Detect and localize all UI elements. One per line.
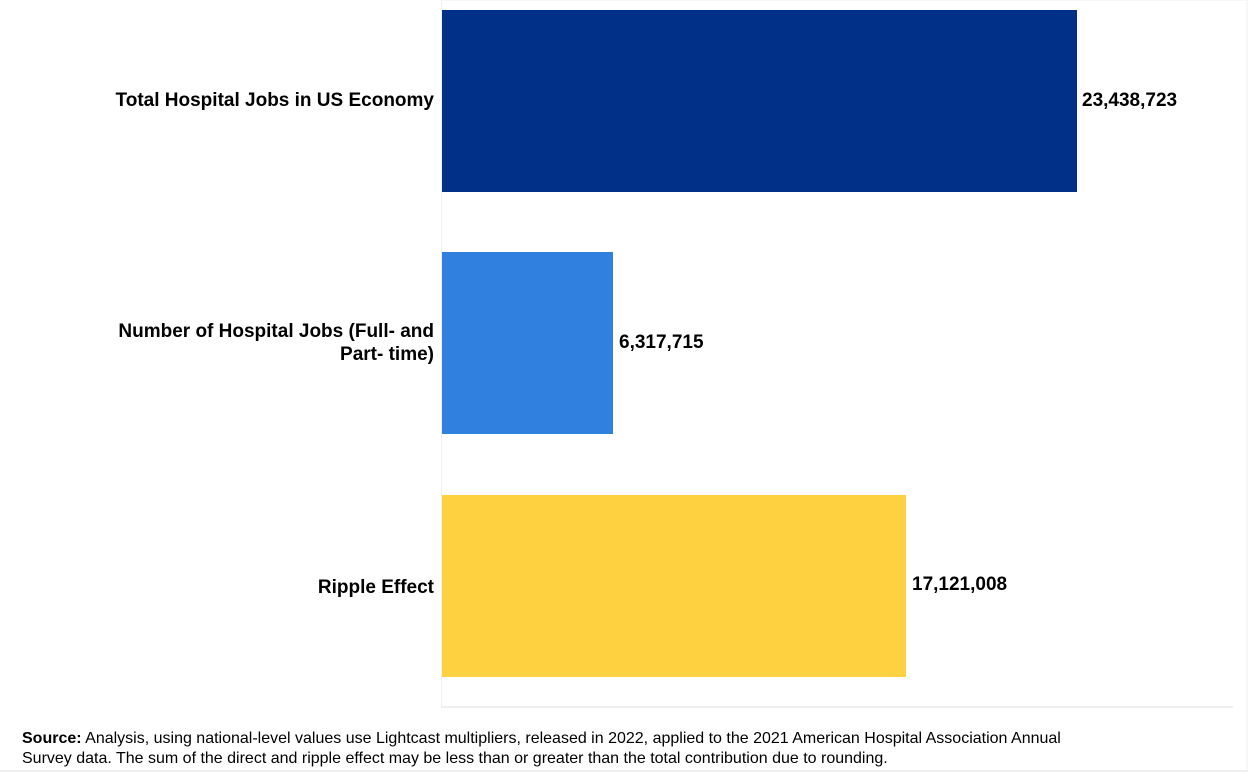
bar-total-hospital-jobs[interactable] [442, 10, 1077, 192]
value-label-ripple-effect: 17,121,008 [912, 574, 1008, 595]
bar-ripple-effect[interactable] [442, 495, 906, 677]
source-note: Source: Analysis, using national-level v… [22, 729, 1222, 769]
source-label: Source: [22, 730, 82, 747]
category-label-line1: Number of Hospital Jobs (Full- and [118, 321, 434, 342]
source-note-line2: Survey data. The sum of the direct and r… [22, 750, 888, 767]
top-border [441, 0, 1248, 1]
source-text: Analysis, using national-level values us… [81, 730, 1061, 747]
right-border [1246, 0, 1248, 772]
plot-area [441, 0, 1233, 708]
bar-number-of-hospital-jobs[interactable] [442, 252, 613, 434]
category-label-text: Total Hospital Jobs in US Economy [115, 90, 434, 111]
value-label-total-hospital-jobs: 23,438,723 [1082, 90, 1178, 111]
bottom-border [0, 770, 1248, 772]
source-note-line1: Source: Analysis, using national-level v… [22, 729, 1222, 749]
value-label-number-of-hospital-jobs: 6,317,715 [619, 332, 704, 353]
category-label-text: Ripple Effect [317, 577, 434, 598]
category-label-total-hospital-jobs: Total Hospital Jobs in US Economy [116, 89, 434, 112]
category-label-line2: Part- time) [340, 344, 434, 365]
category-label-number-of-hospital-jobs: Number of Hospital Jobs (Full- and Part-… [118, 320, 434, 366]
category-label-ripple-effect: Ripple Effect [318, 576, 434, 599]
